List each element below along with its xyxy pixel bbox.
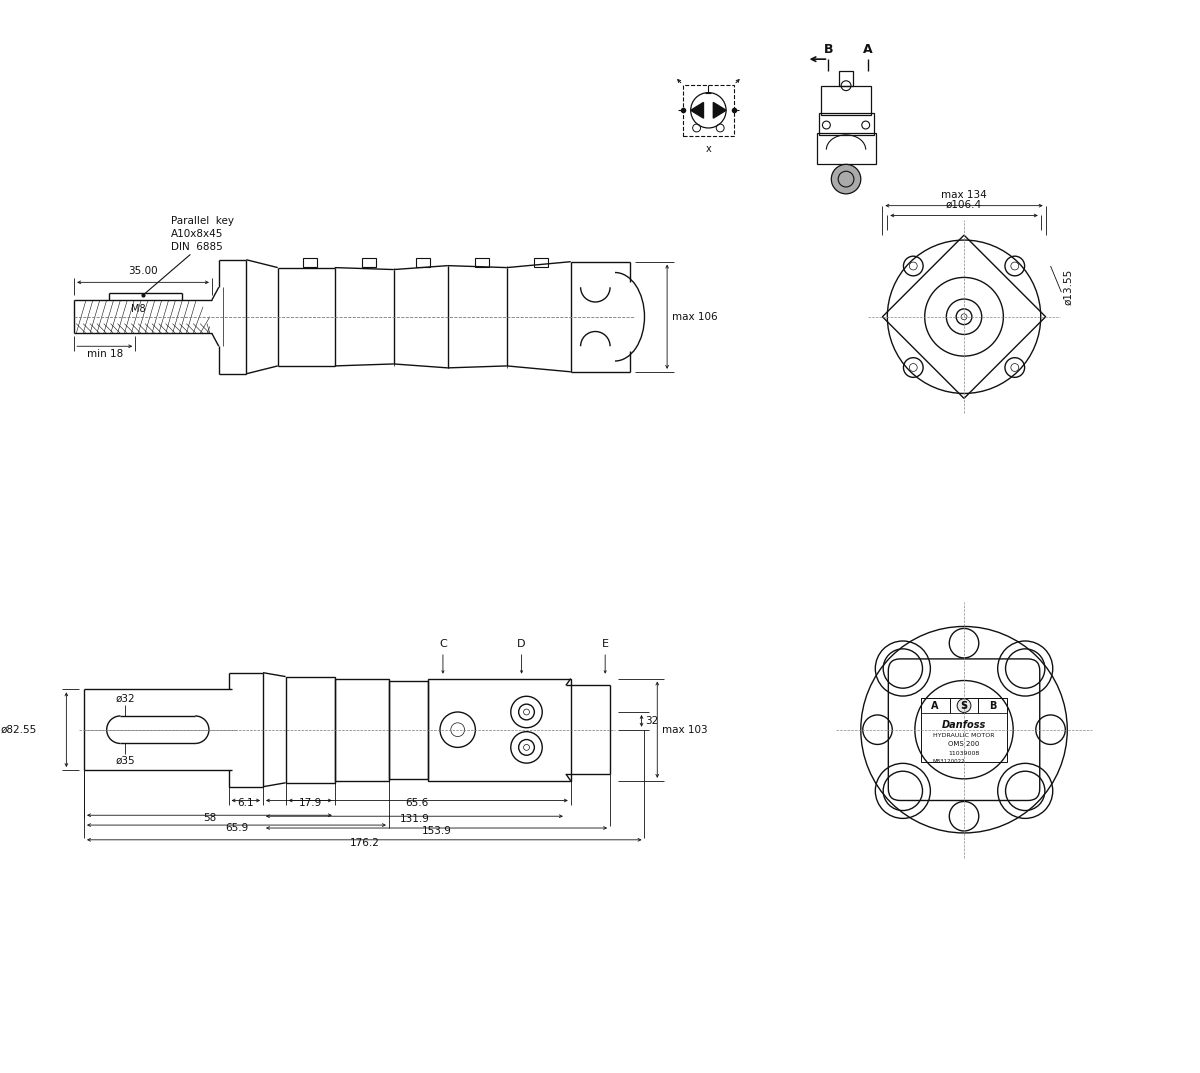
Text: M8: M8	[131, 304, 145, 313]
Bar	[920, 697, 1007, 762]
Bar	[475, 258, 490, 266]
Text: 65.9: 65.9	[224, 823, 248, 833]
Text: OMS 200: OMS 200	[948, 741, 979, 748]
Text: A: A	[863, 43, 872, 56]
Polygon shape	[691, 102, 703, 118]
Text: max 103: max 103	[662, 724, 708, 735]
Text: E: E	[601, 640, 608, 649]
Text: 6.1: 6.1	[238, 798, 254, 808]
Text: A10x8x45: A10x8x45	[170, 229, 223, 239]
Text: DIN  6885: DIN 6885	[170, 241, 222, 252]
Text: 131.9: 131.9	[400, 814, 430, 824]
Bar	[949, 697, 978, 714]
Text: max 106: max 106	[672, 312, 718, 322]
Text: ø82.55: ø82.55	[1, 724, 37, 735]
Text: HYDRAULIC MOTOR: HYDRAULIC MOTOR	[934, 733, 995, 738]
Bar	[416, 258, 430, 266]
Circle shape	[832, 164, 860, 194]
Bar	[389, 680, 428, 779]
Text: 65.6: 65.6	[406, 798, 428, 808]
Text: ø106.4: ø106.4	[946, 200, 982, 209]
Text: 32: 32	[646, 716, 659, 725]
Bar	[683, 85, 734, 136]
Text: 58: 58	[203, 813, 216, 823]
Bar	[816, 133, 876, 164]
Text: 176.2: 176.2	[349, 838, 379, 848]
Text: max 134: max 134	[941, 190, 986, 200]
Text: M83120022: M83120022	[932, 759, 966, 764]
Circle shape	[958, 699, 971, 712]
Text: 11039008: 11039008	[948, 751, 979, 755]
Bar	[428, 678, 571, 781]
Text: S: S	[961, 701, 967, 710]
Text: ø32: ø32	[115, 694, 136, 704]
Text: Danfoss: Danfoss	[942, 720, 986, 730]
Text: 153.9: 153.9	[421, 826, 451, 836]
Text: ø13.55: ø13.55	[1063, 269, 1073, 306]
Text: C: C	[439, 640, 446, 649]
Text: min 18: min 18	[86, 349, 122, 359]
Bar	[978, 697, 1007, 714]
Text: 35.00: 35.00	[128, 266, 158, 277]
Bar	[822, 86, 871, 115]
Bar	[534, 258, 548, 266]
Bar	[920, 697, 949, 714]
Text: D: D	[517, 640, 526, 649]
Text: Parallel  key: Parallel key	[170, 217, 234, 226]
Polygon shape	[713, 102, 726, 118]
Bar	[818, 114, 874, 135]
Text: B: B	[989, 701, 996, 710]
Bar	[286, 677, 335, 783]
Text: S: S	[960, 701, 967, 710]
Text: B: B	[823, 43, 833, 56]
Text: ø35: ø35	[115, 755, 136, 765]
Bar	[362, 258, 376, 266]
Bar	[335, 678, 389, 781]
Text: 17.9: 17.9	[299, 798, 322, 808]
Bar	[304, 258, 317, 266]
FancyBboxPatch shape	[888, 659, 1039, 800]
Bar	[839, 71, 853, 86]
Text: x: x	[706, 144, 712, 153]
Text: A: A	[931, 701, 938, 710]
